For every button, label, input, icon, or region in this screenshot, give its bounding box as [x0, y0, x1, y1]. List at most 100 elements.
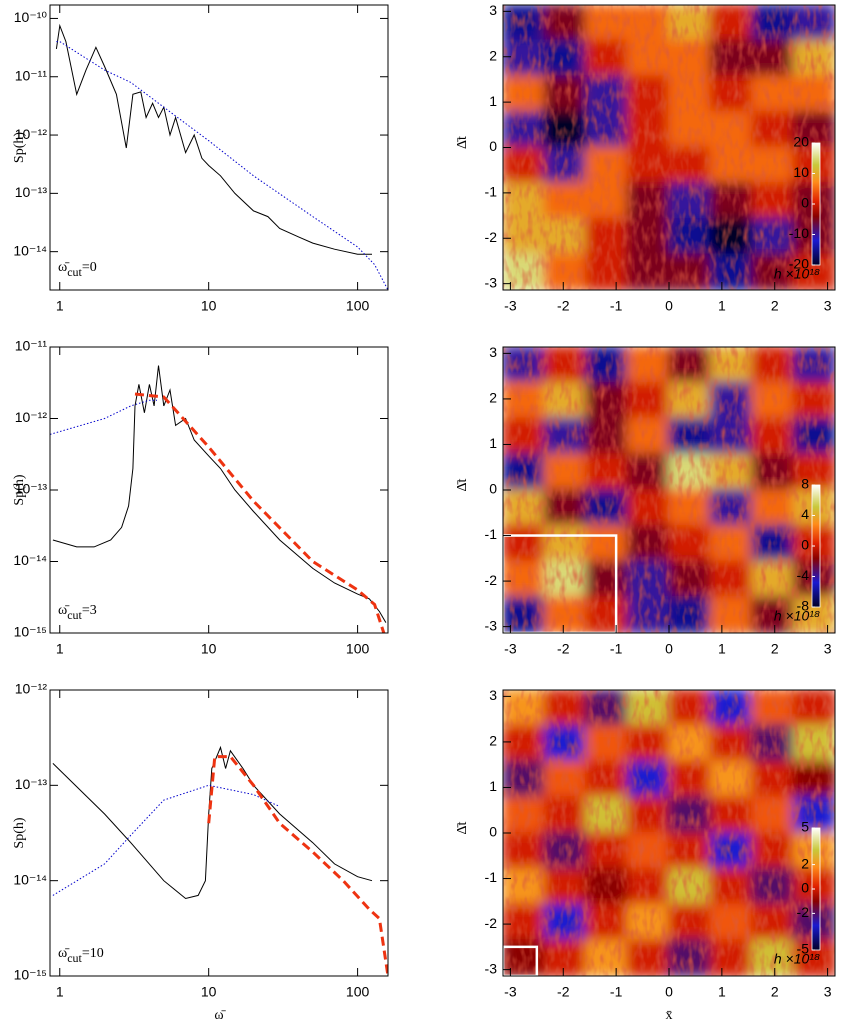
y-tick-label: 0: [489, 824, 497, 840]
y-axis-label: Δ̄t: [455, 821, 470, 834]
y-tick-label: -1: [485, 869, 498, 885]
y-tick-label: -2: [485, 572, 498, 588]
plot-frame: [502, 346, 836, 634]
y-tick-label: 10⁻¹³: [15, 184, 48, 200]
y-tick-label: 10⁻¹⁴: [13, 871, 47, 887]
x-tick-label: -3: [504, 641, 517, 657]
colorbar-label: h ×10¹⁸: [774, 951, 820, 967]
heatmap-cells: [503, 347, 835, 633]
y-tick-label: -3: [485, 617, 498, 633]
y-axis-label: Sp(h): [12, 474, 27, 505]
y-axis-label: Sp(h): [12, 132, 27, 163]
x-tick-label: -2: [557, 641, 570, 657]
colorbar-tick-label: -8: [797, 598, 810, 614]
annotation-text: =3: [82, 603, 97, 618]
x-tick-label: 2: [771, 298, 779, 314]
x-tick-label: 2: [771, 641, 779, 657]
plot-frame: [49, 346, 389, 634]
y-tick-label: 2: [489, 390, 497, 406]
series-line: [52, 365, 387, 623]
x-tick-label: 1: [718, 641, 726, 657]
colorbar-tick-label: -10: [789, 225, 809, 241]
heatmap-cells: [503, 690, 835, 976]
x-tick-label: 10: [201, 641, 217, 657]
series-line: [52, 784, 280, 896]
x-tick-label: -3: [504, 984, 517, 1000]
annotation-symbol: ω̄: [58, 603, 70, 618]
x-axis-label: x̄: [666, 1008, 673, 1023]
x-tick-label: 0: [665, 298, 673, 314]
y-tick-label: 1: [489, 435, 497, 451]
plot-frame: [49, 4, 389, 291]
colorbar-tick-label: -2: [797, 904, 810, 920]
y-tick-label: 10⁻¹⁴: [13, 552, 47, 568]
x-tick-label: 3: [824, 298, 832, 314]
colorbar-tick-label: 4: [801, 506, 809, 522]
y-tick-label: -1: [485, 184, 498, 200]
y-tick-label: 10⁻¹²: [15, 681, 48, 697]
x-axis-label: ω̄: [214, 1008, 226, 1023]
y-tick-label: 3: [489, 687, 497, 703]
annotation-text: =0: [82, 260, 97, 275]
y-tick-label: 10⁻¹⁵: [14, 624, 47, 640]
x-tick-label: 100: [346, 984, 370, 1000]
plot-frame: [49, 689, 389, 977]
x-tick-label: 1: [718, 984, 726, 1000]
y-tick-label: 10⁻¹⁴: [13, 242, 47, 258]
x-tick-label: 100: [346, 298, 370, 314]
series-line: [50, 399, 157, 435]
x-tick-label: 1: [718, 298, 726, 314]
y-tick-label: 3: [489, 344, 497, 360]
annotation: ω̄cut=10: [58, 946, 104, 965]
colorbar-tick-label: 20: [793, 134, 809, 150]
series-line: [207, 755, 388, 976]
x-tick-label: 1: [56, 641, 64, 657]
series-line: [52, 745, 373, 900]
y-tick-label: 0: [489, 138, 497, 154]
series-line: [55, 23, 372, 255]
y-tick-label: 10⁻¹¹: [15, 67, 48, 83]
x-tick-label: -1: [610, 641, 623, 657]
series-line: [56, 41, 388, 290]
heatmap-cells: [503, 5, 835, 290]
x-tick-label: 2: [771, 984, 779, 1000]
colorbar-tick-label: 0: [801, 880, 809, 896]
x-tick-label: 10: [201, 984, 217, 1000]
colorbar-tick-label: 5: [801, 819, 809, 835]
annotation-text: =10: [82, 946, 104, 961]
y-tick-label: 10⁻¹⁵: [14, 967, 47, 983]
x-tick-label: -2: [557, 298, 570, 314]
y-tick-label: -1: [485, 526, 498, 542]
plot-frame: [502, 4, 836, 291]
y-tick-label: -2: [485, 229, 498, 245]
highlight-box: [503, 945, 539, 976]
annotation-subscript: cut: [67, 608, 82, 622]
y-tick-label: 10⁻¹²: [15, 126, 48, 142]
colorbar-label: h ×10¹⁸: [774, 266, 820, 282]
texture: [503, 690, 835, 976]
colorbar-tick-label: -5: [797, 941, 810, 957]
y-tick-label: 1: [489, 93, 497, 109]
x-tick-label: 10: [201, 298, 217, 314]
annotation: ω̄cut=3: [58, 603, 97, 622]
y-tick-label: -3: [485, 274, 498, 290]
y-axis-label: Sp(h): [12, 817, 27, 848]
colorbar-tick-label: -4: [797, 567, 810, 583]
x-tick-label: -3: [504, 298, 517, 314]
x-tick-label: 0: [665, 641, 673, 657]
y-axis-label: Δ̄t: [455, 136, 470, 149]
x-tick-label: 100: [346, 641, 370, 657]
y-tick-label: 10⁻¹³: [15, 481, 48, 497]
x-tick-label: 3: [824, 641, 832, 657]
colorbar-tick-label: 0: [801, 537, 809, 553]
x-tick-label: -2: [557, 984, 570, 1000]
y-tick-label: -3: [485, 960, 498, 976]
x-tick-label: 1: [56, 298, 64, 314]
annotation: ω̄cut=0: [58, 260, 97, 279]
y-tick-label: 10⁻¹¹: [15, 338, 48, 354]
x-tick-label: 1: [56, 984, 64, 1000]
colorbar-label: h ×10¹⁸: [774, 608, 820, 624]
colorbar-tick-label: 0: [801, 195, 809, 211]
y-tick-label: 1: [489, 778, 497, 794]
x-tick-label: 0: [665, 984, 673, 1000]
